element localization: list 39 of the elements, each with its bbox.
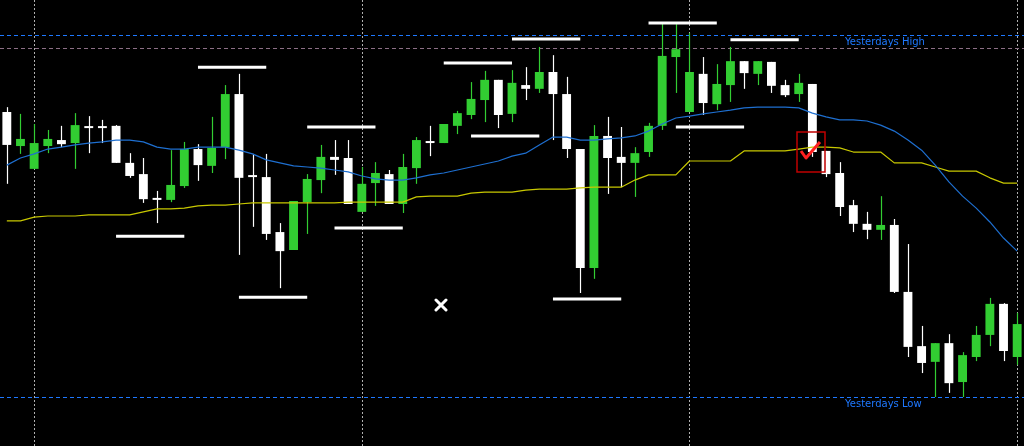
candlestick [917, 325, 927, 374]
candlestick [302, 173, 312, 235]
candlestick [971, 325, 981, 362]
candlestick [316, 144, 326, 194]
candlestick [84, 115, 94, 154]
candlestick [480, 70, 490, 123]
candlestick [207, 116, 217, 174]
candlestick [425, 125, 435, 157]
candlestick [452, 110, 462, 135]
candlestick [794, 73, 804, 103]
candlestick [739, 60, 749, 90]
candlestick [57, 125, 66, 148]
candlestick [193, 143, 203, 182]
candlestick [166, 149, 176, 203]
candlestick [330, 139, 339, 176]
candlestick [671, 23, 681, 94]
candlestick [712, 63, 722, 111]
candlestick [16, 113, 25, 155]
ref-line-label: Yesterdays Low [844, 397, 922, 409]
candlestick [466, 81, 476, 120]
candlestick [876, 195, 886, 241]
candlestick [848, 199, 858, 233]
candlestick [248, 153, 258, 228]
candlestick [275, 222, 285, 289]
candlestick [548, 54, 558, 141]
ref-line-label: Yesterdays High [844, 35, 925, 47]
candlestick [726, 46, 735, 103]
candlestick [43, 129, 53, 154]
candlestick [534, 46, 544, 94]
candlestick [766, 61, 776, 94]
candlestick [630, 146, 640, 198]
candlestick [930, 342, 940, 398]
candlestick [862, 211, 872, 240]
candlestick [70, 112, 80, 170]
candlestick [521, 66, 531, 101]
candlestick [603, 116, 613, 195]
candlestick [125, 152, 135, 179]
candlestick [753, 60, 763, 86]
candlestick [616, 126, 626, 188]
